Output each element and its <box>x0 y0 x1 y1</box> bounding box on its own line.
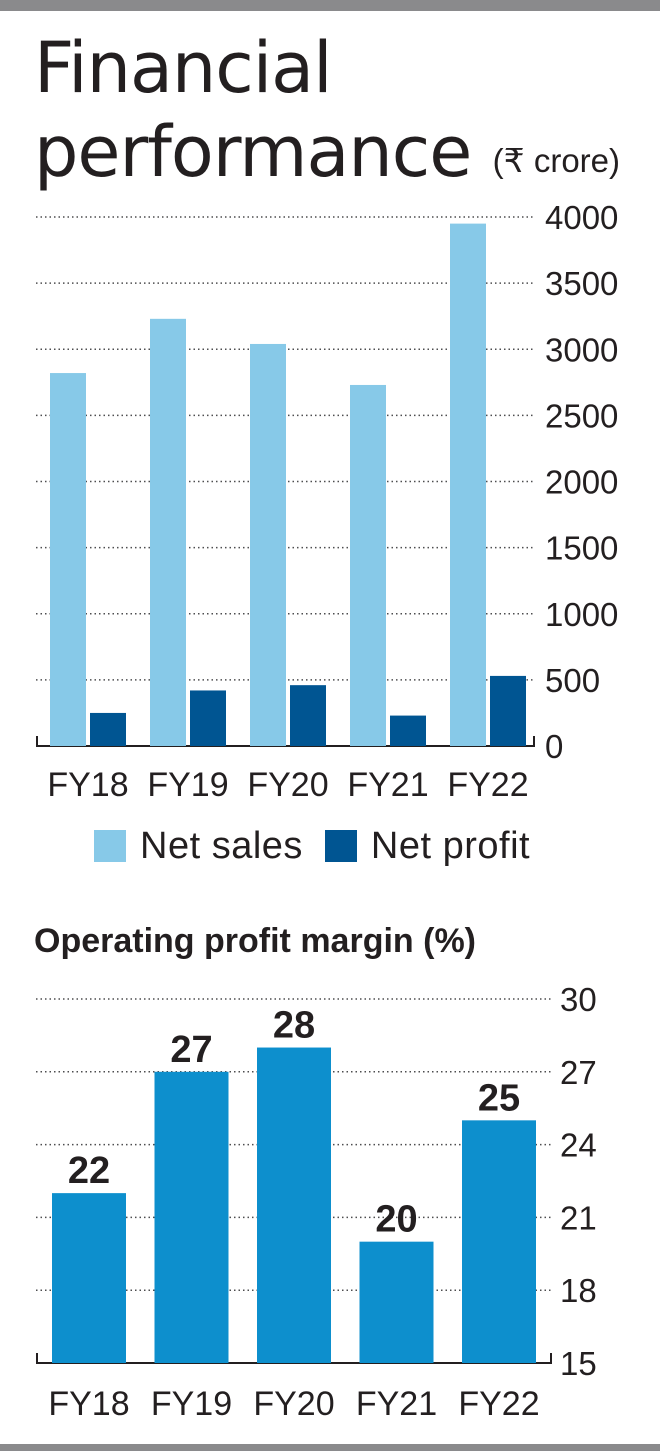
bar-margin-fy18 <box>52 1193 126 1363</box>
x-tick-label-fy21: FY21 <box>347 766 428 804</box>
x-tick-label-fy21: FY21 <box>356 1385 437 1423</box>
bar-margin-fy19 <box>154 1071 229 1363</box>
x-tick-label-fy22: FY22 <box>447 766 528 804</box>
operating-margin-chart: 15 18 21 24 27 30 22 FY18 27 FY19 28 FY20 20 FY21 25 FY… <box>36 981 597 1423</box>
legend-label-net-profit: Net profit <box>370 824 531 867</box>
bar-net-profit-fy22 <box>490 675 526 746</box>
chart-title: Financial performance <box>34 26 472 194</box>
y-tick-label-1500: 1500 <box>545 530 618 567</box>
top-rule <box>0 0 660 11</box>
data-label-fy20: 28 <box>273 1005 315 1047</box>
y-tick-label-4000: 4000 <box>545 199 618 236</box>
data-label-fy19: 27 <box>170 1029 212 1071</box>
bar-net-profit-fy19 <box>190 690 226 746</box>
y-tick-label-2500: 2500 <box>545 397 618 434</box>
data-label-fy21: 20 <box>375 1199 417 1241</box>
bar-net-sales-fy21 <box>350 384 386 746</box>
data-label-fy22: 25 <box>478 1077 520 1119</box>
x-tick-label-fy18: FY18 <box>47 766 128 804</box>
y-tick-label-500: 500 <box>545 662 600 699</box>
x-tick-label-fy20: FY20 <box>253 1385 334 1423</box>
bar-margin-fy20 <box>257 1047 331 1363</box>
bar-margin-fy22 <box>462 1120 536 1363</box>
y-tick-label-24: 24 <box>560 1127 597 1164</box>
operating-margin-title: Operating profit margin (%) <box>34 922 476 960</box>
bottom-rule <box>0 1444 660 1451</box>
bar-margin-fy21 <box>359 1241 434 1363</box>
x-tick-label-fy19: FY19 <box>147 766 228 804</box>
unit-label: (₹ crore) <box>492 142 620 179</box>
y-tick-label-3500: 3500 <box>545 265 618 302</box>
bar-net-sales-fy22 <box>450 223 486 747</box>
y-tick-label-18: 18 <box>560 1272 597 1309</box>
x-tick-label-fy18: FY18 <box>48 1385 129 1423</box>
y-tick-label-21: 21 <box>560 1199 597 1236</box>
bar-net-profit-fy21 <box>390 715 426 746</box>
bar-net-sales-fy19 <box>150 318 186 746</box>
title-line-2: performance <box>34 111 472 193</box>
x-tick-label-fy20: FY20 <box>247 766 328 804</box>
legend-item-net-profit: Net profit <box>324 824 531 868</box>
x-tick-label-fy19: FY19 <box>151 1385 232 1423</box>
x-tick-label-fy22: FY22 <box>458 1385 539 1423</box>
legend: Net sales Net profit <box>94 824 552 868</box>
y-tick-label-30: 30 <box>560 981 597 1018</box>
legend-label-net-sales: Net sales <box>140 824 303 867</box>
bar-net-sales-fy18 <box>50 373 86 746</box>
y-tick-label-3000: 3000 <box>545 331 618 368</box>
y-tick-label-27: 27 <box>560 1054 597 1091</box>
y-tick-label-1000: 1000 <box>545 596 618 633</box>
y-tick-label-2000: 2000 <box>545 464 618 501</box>
bar-net-sales-fy20 <box>250 343 286 746</box>
data-label-fy18: 22 <box>68 1150 110 1192</box>
y-tick-label-0: 0 <box>545 728 563 765</box>
title-line-1: Financial <box>34 27 333 109</box>
bar-net-profit-fy18 <box>90 712 126 746</box>
legend-swatch-net-sales <box>94 830 126 862</box>
y-tick-label-15: 15 <box>560 1345 597 1382</box>
financial-performance-chart: 0 500 1000 1500 2000 2500 3000 3500 4000 FY18 FY19… <box>36 199 618 804</box>
legend-swatch-net-profit <box>324 830 357 862</box>
legend-item-net-sales: Net sales <box>94 825 303 868</box>
bar-net-profit-fy20 <box>290 685 326 746</box>
